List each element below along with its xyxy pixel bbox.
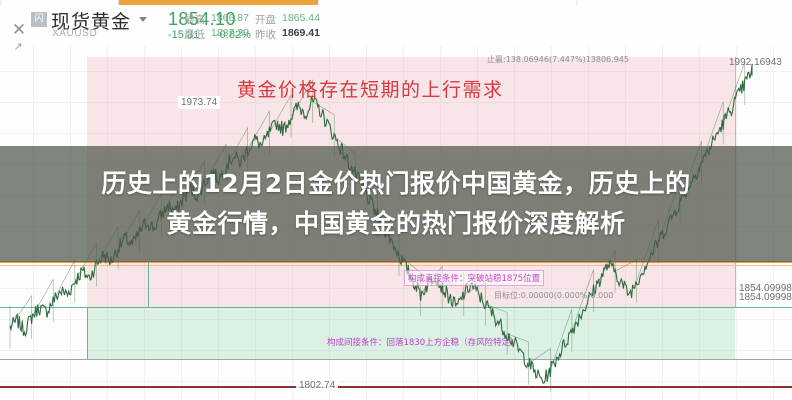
- overlay-title: 历史上的12月2日金价热门报价中国黄金，历史上的 黄金行情，中国黄金的热门报价深…: [0, 148, 792, 260]
- tab-slot-1[interactable]: [0, 0, 120, 5]
- expand-icon[interactable]: ↗: [13, 41, 23, 53]
- quote-header: ✕ ↗ 闪 现货黄金 XAUUSD 1854.10 -15.31 -0.82% …: [0, 0, 792, 53]
- symbol-code: XAUUSD: [52, 28, 98, 39]
- zone-left-edge-line: [87, 307, 88, 359]
- last-price: 1854.10: [168, 9, 236, 29]
- target-readout: 目标位:0.00000(0.000%)0.000: [494, 291, 614, 300]
- overlay-title-line-1: 历史上的12月2日金价热门报价中国黄金，历史上的: [101, 169, 691, 198]
- stat-label-high: 最高: [184, 14, 205, 26]
- stat-value-low: 1837.20: [211, 27, 249, 39]
- close-icon[interactable]: ✕: [11, 20, 27, 39]
- price-tag-swing-high: 1973.74: [178, 96, 221, 109]
- tab-strip: [0, 0, 792, 5]
- indirect-condition-note: 构成间接条件：回落1830上方企稳（存风险特定）: [327, 338, 519, 348]
- price-tag-current-2: 1854.09998: [739, 292, 792, 303]
- chart-zone-risk: [87, 307, 735, 359]
- stat-value-open: 1865.44: [282, 12, 320, 24]
- zone-inner-edge-line: [148, 261, 149, 307]
- price-change-percent: -0.82%: [216, 29, 251, 41]
- stat-label-low: 最低: [184, 29, 205, 41]
- chart-headline-annotation: 黄金价格存在短期的上行需求: [237, 79, 504, 101]
- level-line-stop: [0, 386, 792, 388]
- stat-value-high: 1866.87: [211, 12, 249, 24]
- flash-badge: 闪: [31, 12, 47, 27]
- title-overlay-scrim: [0, 146, 792, 262]
- level-line-resistance-shadow: [0, 265, 792, 266]
- stat-label-open: 开盘: [255, 14, 276, 26]
- tab-slot-3[interactable]: [318, 0, 578, 5]
- price-change: -15.31: [168, 29, 200, 41]
- level-line-midzone: [0, 359, 792, 360]
- symbol-name-cn: 现货黄金: [51, 11, 132, 33]
- price-tag-swing-low: 1802.74: [296, 379, 339, 392]
- tab-slot-2-active[interactable]: [118, 0, 320, 5]
- price-tag-upper-target: 1992.16943: [729, 57, 782, 68]
- chevron-down-icon[interactable]: [139, 17, 147, 22]
- stat-value-prevclose: 1869.41: [282, 27, 320, 39]
- overlay-title-line-2: 黄金行情，中国黄金的热门报价深度解析: [166, 209, 626, 238]
- price-tag-current-1: 1854.09998: [739, 283, 792, 294]
- take-profit-readout: 止赢:138.06946(7.447%)13806.945: [487, 55, 629, 64]
- tab-slot-4[interactable]: [576, 0, 792, 5]
- level-line-entry: [0, 307, 792, 308]
- stat-label-prevclose: 昨收: [255, 29, 276, 41]
- level-line-resistance: [0, 261, 792, 263]
- direct-condition-note: 构成直接条件：突破站稳1875位置: [404, 270, 545, 286]
